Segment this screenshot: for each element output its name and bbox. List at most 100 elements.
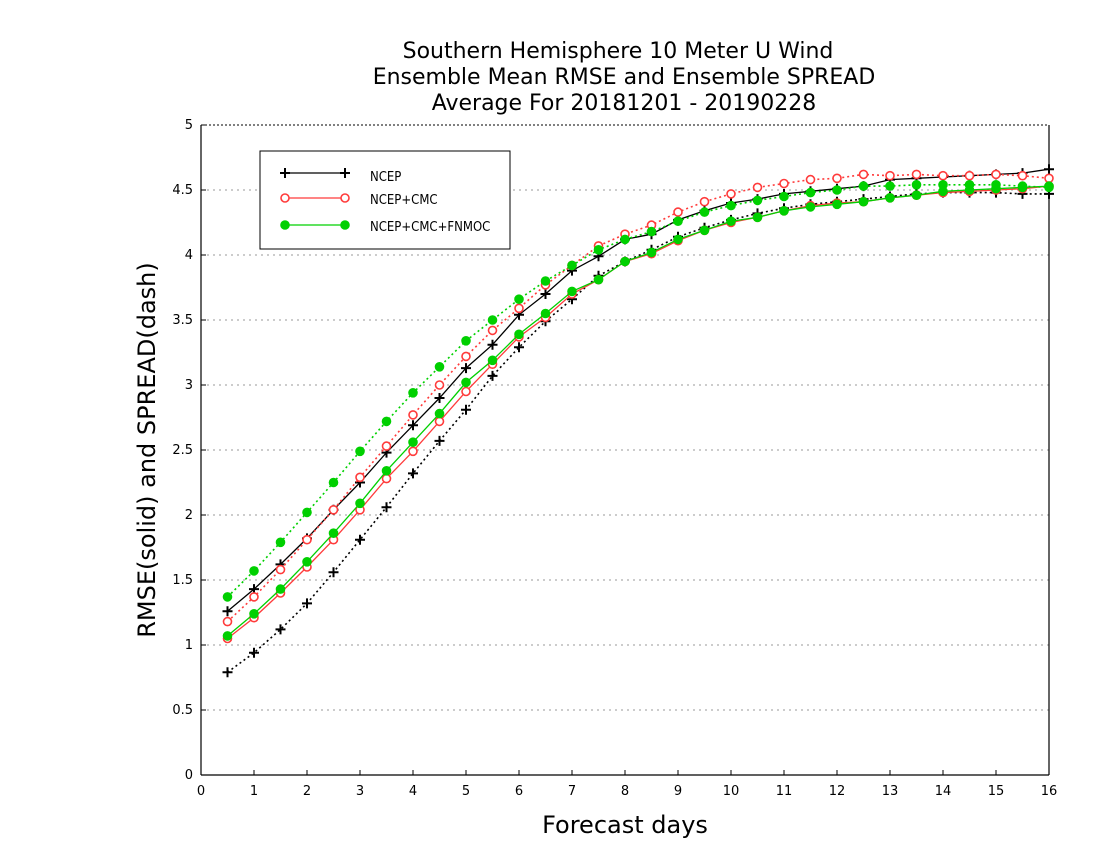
series-0-spread-point-9	[461, 404, 471, 415]
series-0-rmse-point-0	[222, 606, 233, 617]
series-1-spread-point-0	[222, 616, 233, 627]
series-2-spread-point-12	[540, 276, 551, 286]
legend-label-ncep: NCEP	[370, 170, 401, 185]
grid-lines	[201, 124, 1049, 711]
series-1-spread-point-23	[832, 173, 842, 184]
series-2-rmse-point-17	[673, 234, 683, 245]
series-1-spread-point-19	[726, 189, 736, 199]
series-group	[222, 164, 1054, 678]
x-tick-label-15: 15	[988, 784, 1005, 799]
series-1-spread-point-25	[885, 170, 895, 181]
series-2-spread-point-18	[699, 207, 710, 217]
series-1-spread-point-9	[461, 351, 471, 362]
series-2-rmse-point-31	[1044, 181, 1054, 191]
series-2-rmse-point-9	[461, 377, 471, 388]
series-0-spread-point-5	[355, 534, 365, 545]
y-tick-label-3: 1.5	[172, 573, 193, 588]
series-2-spread-point-15	[620, 234, 630, 245]
series-1-rmse-point-7	[408, 446, 418, 457]
series-2-spread-point-7	[408, 388, 418, 398]
series-2-spread-point-24	[858, 181, 869, 191]
series-1-spread-point-21	[779, 178, 789, 189]
series-0-spread-point-4	[328, 567, 339, 578]
series-2-spread-point-19	[726, 200, 736, 211]
series-1-spread-point-10	[487, 325, 498, 336]
series-2-rmse-line	[227, 185, 1050, 637]
series-2-spread-point-1	[249, 566, 259, 576]
x-tick-label-3: 3	[356, 784, 364, 799]
y-tick-label-8: 4	[185, 248, 193, 263]
x-tick-label-8: 8	[621, 784, 629, 799]
series-0-spread-point-10	[487, 370, 498, 381]
series-2-rmse-point-5	[355, 498, 365, 509]
series-2-rmse-point-3	[302, 557, 312, 567]
legend-marker-right-0	[340, 168, 350, 178]
series-2-rmse-point-30	[1017, 182, 1028, 193]
series-2-rmse-point-12	[540, 308, 551, 319]
series-0-spread-point-3	[302, 598, 312, 609]
series-1-spread-point-8	[434, 380, 445, 390]
series-2-rmse-point-10	[487, 355, 498, 366]
series-2-rmse-point-21	[779, 206, 789, 216]
series-0-rmse-point-31	[1044, 164, 1054, 175]
series-1-spread-point-7	[408, 410, 418, 420]
legend-marker-left-1	[280, 193, 290, 203]
legend-marker-left-2	[280, 220, 290, 230]
series-2-rmse-point-22	[805, 202, 816, 212]
series-2-rmse-point-16	[646, 247, 657, 258]
series-1-spread-point-28	[964, 170, 975, 181]
legend: NCEP NCEP+CMC NCEP+CMC+FNMOC	[259, 150, 511, 250]
x-tick-label-13: 13	[882, 784, 899, 799]
legend-label-ncep-cmc: NCEP+CMC	[370, 193, 438, 208]
title-line-1: Southern Hemisphere 10 Meter U Wind	[403, 39, 834, 64]
series-1-spread-point-26	[911, 169, 922, 180]
title-line-2: Ensemble Mean RMSE and Ensemble SPREAD	[373, 65, 876, 90]
series-1-spread-point-3	[302, 534, 312, 545]
series-1-spread-point-30	[1017, 170, 1028, 181]
series-2-rmse-point-14	[593, 274, 604, 285]
series-0-spread-point-8	[434, 435, 445, 446]
series-0-spread-point-11	[514, 342, 524, 353]
x-tick-label-9: 9	[674, 784, 682, 799]
series-2-spread-point-26	[911, 180, 922, 190]
series-2-rmse-point-24	[858, 196, 869, 207]
series-1-rmse-point-8	[434, 416, 445, 427]
series-1-rmse-point-9	[461, 386, 471, 397]
series-2-spread-point-5	[355, 446, 365, 457]
y-tick-label-0: 0	[185, 768, 193, 783]
series-1-spread-point-17	[673, 207, 683, 217]
legend-marker-left-0	[280, 168, 290, 178]
series-0-rmse-point-8	[434, 393, 445, 403]
series-0-rmse-point-7	[408, 420, 418, 431]
series-2-rmse-point-28	[964, 185, 975, 195]
series-0-spread-point-0	[222, 667, 233, 678]
series-1-spread-point-20	[752, 182, 763, 193]
x-tick-label-1: 1	[250, 784, 258, 799]
series-0-spread-point-1	[249, 647, 259, 658]
legend-marker-right-1	[340, 193, 350, 203]
series-2-rmse-point-11	[514, 329, 524, 340]
series-2-spread-point-6	[381, 416, 392, 427]
series-2-spread-point-10	[487, 315, 498, 325]
x-axis-title: Forecast days	[542, 811, 708, 839]
x-tick-label-5: 5	[462, 784, 470, 799]
series-2-rmse-point-19	[726, 216, 736, 226]
legend-label-ncep-cmc-fnmoc: NCEP+CMC+FNMOC	[370, 220, 490, 235]
series-1-spread-point-18	[699, 196, 710, 207]
series-2-spread-point-4	[328, 477, 339, 488]
series-2-spread-point-23	[832, 185, 842, 195]
series-1-spread-point-29	[991, 169, 1001, 180]
series-2-spread-point-20	[752, 195, 763, 206]
series-2-rmse-point-6	[381, 466, 392, 476]
series-2-spread-point-2	[275, 537, 286, 548]
series-0-spread-point-2	[275, 624, 286, 635]
series-0-rmse-point-10	[487, 339, 498, 350]
series-1-rmse-line	[227, 185, 1050, 640]
series-2-rmse-point-27	[938, 186, 948, 197]
series-2-rmse-point-0	[222, 631, 233, 641]
series-2-spread-point-21	[779, 191, 789, 202]
series-2-spread-point-9	[461, 336, 471, 346]
x-tick-label-14: 14	[935, 784, 952, 799]
series-2-spread-point-3	[302, 507, 312, 518]
series-2-spread-point-25	[885, 181, 895, 191]
